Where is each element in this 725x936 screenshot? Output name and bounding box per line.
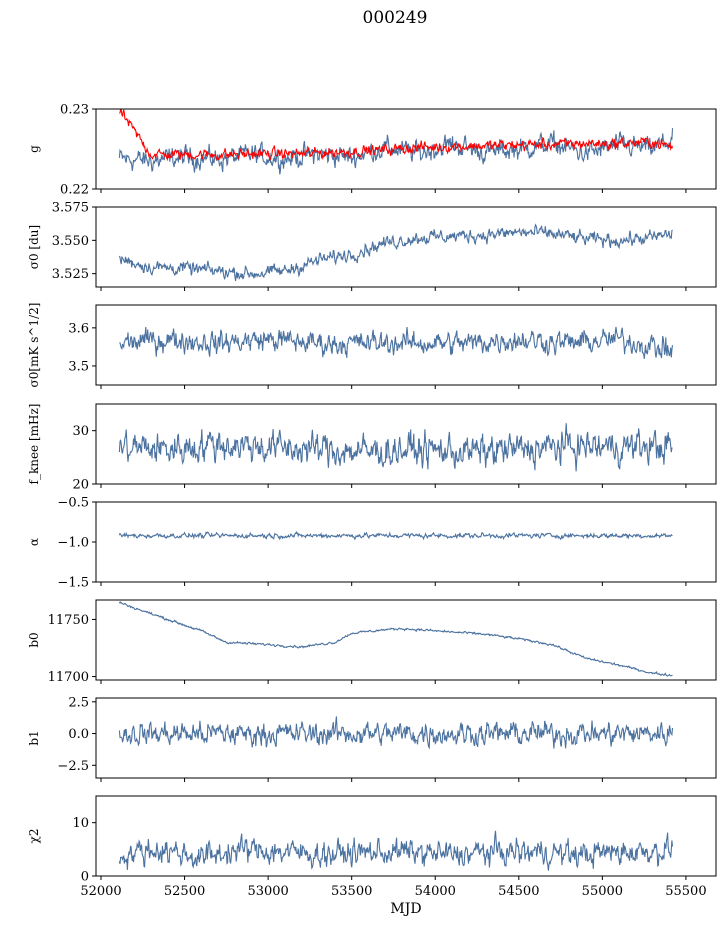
- panel-frame: [95, 501, 717, 583]
- y-tick-label: 3.6: [68, 321, 89, 336]
- panel-6: −2.5 0.0 2.5 b1: [27, 695, 717, 782]
- y-axis-label: σ0[mK s^1/2]: [27, 303, 41, 388]
- y-tick-label: 11700: [48, 670, 89, 685]
- series-line-0-0: [118, 128, 674, 175]
- y-tick-label: −1.0: [57, 536, 89, 551]
- panel-frame: [95, 304, 717, 386]
- y-tick-label: 0.22: [60, 183, 89, 198]
- y-axis-label: α: [27, 538, 41, 546]
- y-tick-label: −2.5: [57, 759, 89, 774]
- panel-3: 20 30 f_knee [mHz]: [27, 403, 717, 493]
- panel-frame: [95, 206, 717, 288]
- x-axis-label: MJD: [390, 901, 421, 917]
- figure-title: 000249: [363, 8, 428, 28]
- series-line-1-0: [118, 223, 673, 281]
- x-tick-label: 52000: [80, 884, 121, 899]
- y-tick-label: 0.23: [60, 103, 89, 118]
- y-axis-label: σ0 [du]: [27, 225, 41, 269]
- panel-frame: [95, 599, 717, 681]
- panel-7: 0 10 52000 52500 53000 53500 54000 54500 55000 55…: [27, 795, 717, 899]
- series-line-6-0: [118, 716, 674, 750]
- y-tick-label: 30: [72, 424, 89, 439]
- panel-0: 0.22 0.23 g: [27, 103, 717, 198]
- y-tick-label: 20: [72, 478, 89, 493]
- series-line-3-0: [118, 423, 673, 472]
- y-tick-label: 0.0: [68, 727, 89, 742]
- x-tick-label: 53000: [247, 884, 288, 899]
- y-tick-label: 11750: [48, 613, 89, 628]
- panel-frame: [95, 697, 717, 779]
- y-tick-label: 10: [72, 816, 89, 831]
- x-tick-label: 53500: [331, 884, 372, 899]
- series-line-5-0: [118, 601, 673, 677]
- x-tick-label: 52500: [164, 884, 205, 899]
- panel-1: 3.525 3.550 3.575 σ0 [du]: [27, 201, 717, 291]
- panel-4: −1.5 −1.0 −0.5 α: [27, 496, 717, 591]
- series-line-7-0: [118, 830, 674, 871]
- y-axis-label: g: [27, 145, 41, 153]
- series-line-2-0: [119, 326, 674, 359]
- x-tick-label: 54500: [498, 884, 539, 899]
- x-tick-label: 54000: [415, 884, 456, 899]
- y-tick-label: −1.5: [57, 576, 89, 591]
- panel-frame: [95, 108, 717, 190]
- x-tick-label: 55500: [665, 884, 706, 899]
- series-line-0-1: [119, 109, 674, 162]
- y-tick-label: −0.5: [57, 496, 89, 511]
- y-tick-label: 3.5: [68, 359, 89, 374]
- y-tick-label: 2.5: [68, 695, 89, 710]
- panel-5: 11700 11750 b0: [27, 599, 717, 685]
- y-tick-label: 3.575: [52, 201, 89, 216]
- panel-frame: [95, 403, 717, 485]
- y-axis-label: b0: [27, 632, 41, 647]
- y-axis-label: f_knee [mHz]: [27, 404, 41, 485]
- y-axis-label: χ2: [27, 829, 41, 844]
- y-tick-label: 0: [81, 870, 89, 885]
- panels: 0.22 0.23 g 3.525 3.550 3.575 σ0 [du] 3.5 3.6 σ0[…: [27, 103, 717, 917]
- y-tick-label: 3.550: [52, 234, 89, 249]
- x-tick-label: 55000: [582, 884, 623, 899]
- panel-frame: [95, 795, 717, 877]
- series-line-4-0: [118, 531, 673, 541]
- panel-2: 3.5 3.6 σ0[mK s^1/2]: [27, 303, 717, 389]
- y-axis-label: b1: [27, 730, 41, 745]
- y-tick-label: 3.525: [52, 267, 89, 282]
